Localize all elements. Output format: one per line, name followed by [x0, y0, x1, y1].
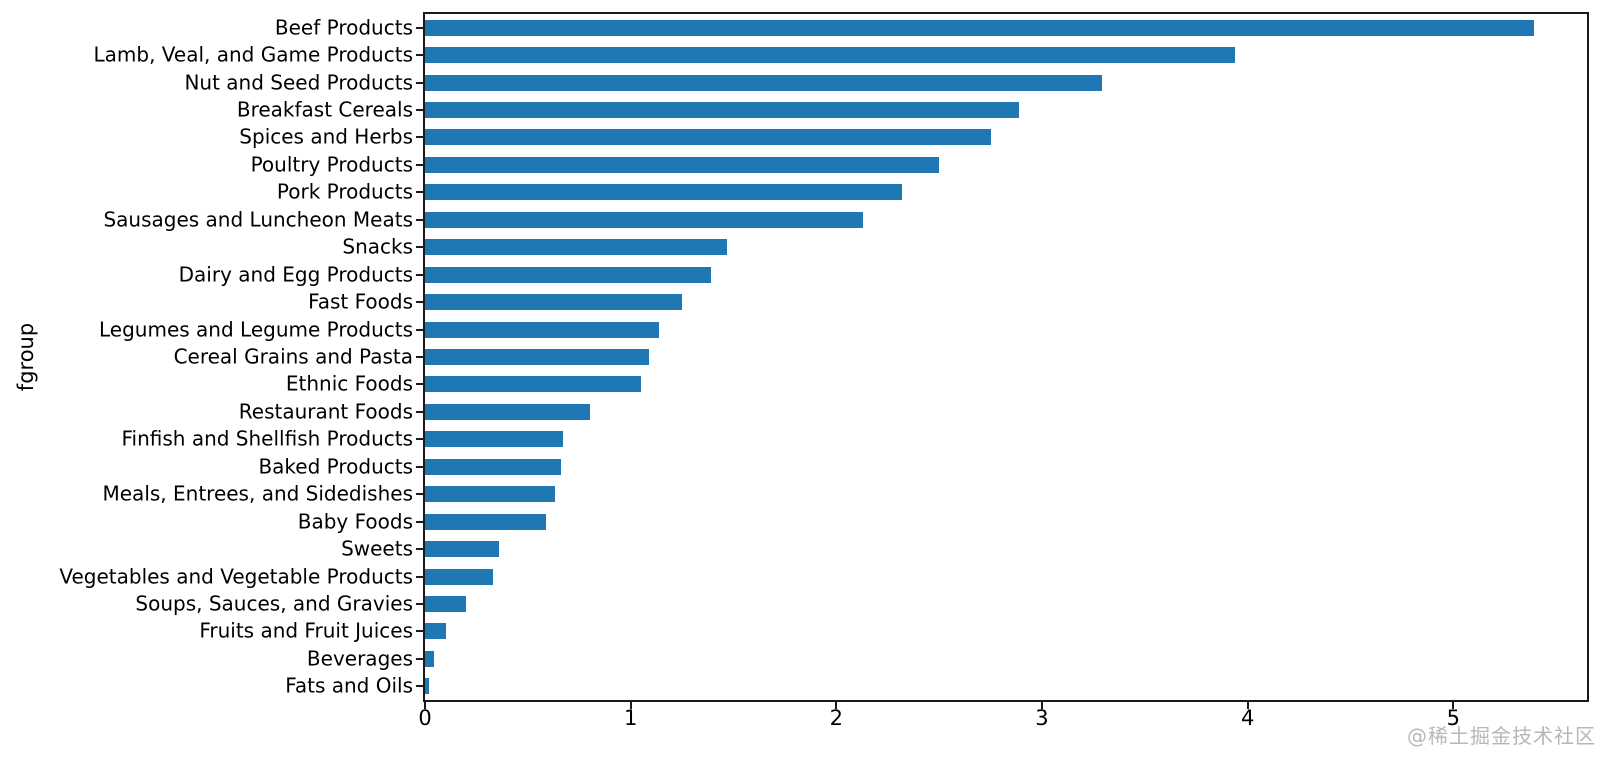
y-tick-mark	[416, 328, 424, 331]
y-tick-label: Nut and Seed Products	[184, 70, 413, 95]
bar	[425, 129, 991, 146]
bar	[425, 47, 1236, 64]
y-tick-label: Lamb, Veal, and Game Products	[93, 42, 414, 67]
y-tick-mark	[416, 520, 424, 523]
y-tick-label: Restaurant Foods	[238, 399, 413, 424]
y-tick-label: Cereal Grains and Pasta	[173, 344, 413, 369]
y-tick-mark	[416, 301, 424, 304]
y-tick-mark	[416, 218, 424, 221]
y-tick-mark	[416, 81, 424, 84]
y-tick-label: Breakfast Cereals	[236, 97, 413, 122]
x-tick-label: 5	[1446, 706, 1460, 730]
bar	[425, 349, 650, 365]
x-tick-mark	[1040, 701, 1043, 709]
y-tick-mark	[416, 136, 424, 139]
bar	[425, 294, 683, 311]
y-tick-label: Legumes and Legume Products	[99, 317, 413, 342]
y-tick-label: Finfish and Shellfish Products	[121, 426, 413, 451]
bar	[425, 486, 555, 503]
bar	[425, 431, 563, 448]
y-tick-label: Beef Products	[274, 15, 413, 40]
y-axis-label: fgroup	[14, 322, 38, 392]
bar	[425, 156, 940, 173]
plot-area	[423, 12, 1589, 702]
y-tick-mark	[416, 109, 424, 112]
y-tick-label: Beverages	[306, 646, 413, 671]
y-tick-mark	[416, 191, 424, 194]
y-tick-mark	[416, 273, 424, 276]
x-tick-label: 0	[418, 706, 432, 730]
bar	[425, 211, 864, 228]
bar	[425, 321, 660, 338]
y-tick-label: Poultry Products	[250, 152, 413, 177]
y-tick-mark	[416, 26, 424, 29]
y-tick-label: Fruits and Fruit Juices	[199, 618, 413, 643]
bar	[425, 568, 493, 585]
x-tick-label: 1	[623, 706, 638, 730]
x-tick-label: 2	[829, 706, 843, 730]
y-tick-label: Baked Products	[258, 454, 413, 479]
bar	[425, 541, 500, 558]
y-tick-mark	[416, 438, 424, 441]
y-tick-mark	[416, 630, 424, 633]
y-tick-mark	[416, 246, 424, 249]
y-tick-mark	[416, 575, 424, 578]
bar	[425, 458, 561, 475]
bar	[425, 239, 728, 256]
y-tick-label: Spices and Herbs	[239, 125, 413, 150]
y-tick-mark	[416, 163, 424, 166]
y-tick-mark	[416, 657, 424, 660]
bar	[425, 19, 1534, 36]
bar	[425, 513, 547, 530]
y-tick-mark	[416, 548, 424, 551]
y-tick-mark	[416, 493, 424, 496]
y-tick-label: Fast Foods	[308, 289, 413, 314]
y-tick-mark	[416, 602, 424, 605]
y-tick-label: Vegetables and Vegetable Products	[59, 564, 413, 589]
y-tick-label: Pork Products	[276, 179, 413, 204]
x-tick-mark	[424, 701, 426, 709]
y-tick-label: Snacks	[342, 234, 413, 259]
y-tick-mark	[416, 465, 424, 468]
bar	[425, 102, 1020, 119]
bar	[425, 595, 467, 612]
y-tick-label: Ethnic Foods	[285, 372, 413, 397]
watermark: @稀土掘金技术社区	[1407, 724, 1596, 748]
y-tick-mark	[416, 685, 424, 688]
x-tick-label: 3	[1035, 706, 1049, 730]
bar	[425, 650, 435, 667]
y-tick-label: Sausages and Luncheon Meats	[103, 207, 413, 232]
y-tick-label: Baby Foods	[297, 509, 413, 534]
bar	[425, 184, 903, 201]
y-tick-label: Soups, Sauces, and Gravies	[135, 591, 413, 616]
x-tick-label: 4	[1240, 706, 1255, 730]
x-tick-mark	[835, 701, 838, 709]
bar	[425, 403, 590, 420]
y-tick-mark	[416, 54, 424, 57]
y-tick-mark	[416, 410, 424, 413]
y-tick-label: Meals, Entrees, and Sidedishes	[102, 481, 414, 506]
bar	[425, 266, 711, 283]
y-tick-label: Fats and Oils	[285, 673, 413, 698]
x-tick-mark	[629, 701, 632, 709]
y-tick-label: Dairy and Egg Products	[178, 262, 413, 287]
y-tick-mark	[416, 356, 424, 358]
y-tick-mark	[416, 383, 424, 386]
x-tick-mark	[1246, 701, 1249, 709]
bar	[425, 678, 430, 695]
bar	[425, 623, 446, 640]
y-tick-label: Sweets	[341, 536, 413, 561]
bar	[425, 74, 1102, 91]
x-tick-mark	[1452, 701, 1455, 709]
bar	[425, 376, 641, 393]
